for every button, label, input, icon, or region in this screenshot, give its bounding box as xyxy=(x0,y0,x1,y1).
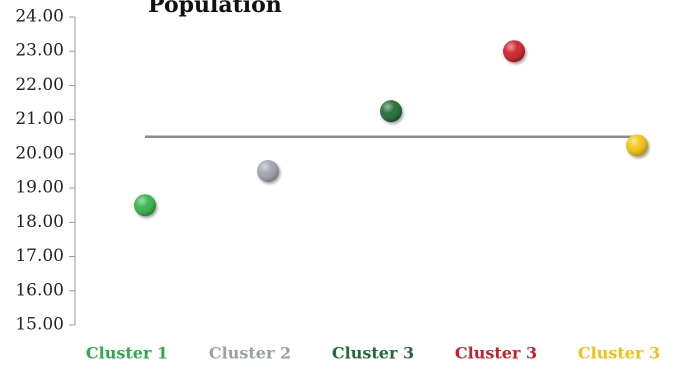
y-tick-label: 18.00 xyxy=(15,212,64,232)
x-category-label: Cluster 3 xyxy=(332,344,414,363)
data-point-highlight xyxy=(257,160,279,182)
x-category-label: Cluster 2 xyxy=(209,344,291,363)
y-tick-label: 21.00 xyxy=(15,109,64,129)
y-tick-label: 24.00 xyxy=(15,7,64,27)
y-tick-label: 16.00 xyxy=(15,280,64,300)
data-point xyxy=(380,100,402,123)
x-category-label: Cluster 3 xyxy=(578,344,660,363)
data-point-highlight xyxy=(134,194,156,217)
y-tick-label: 19.00 xyxy=(15,178,64,198)
data-point xyxy=(134,194,156,217)
x-category-label: Cluster 3 xyxy=(455,344,537,363)
data-point xyxy=(257,160,279,182)
x-category-label: Cluster 1 xyxy=(86,344,168,363)
data-points xyxy=(134,40,648,217)
data-point xyxy=(626,134,648,157)
y-tick-label: 17.00 xyxy=(15,246,64,266)
data-point-highlight xyxy=(626,134,648,157)
data-point xyxy=(503,40,525,63)
y-axis: 15.00 16.00 17.00 18.00 19.00 20.00 21.00 22.00… xyxy=(15,7,76,335)
data-point-highlight xyxy=(380,100,402,123)
data-point-highlight xyxy=(503,40,525,63)
y-tick-label: 23.00 xyxy=(15,41,64,61)
y-tick-label: 22.00 xyxy=(15,75,64,95)
chart-title: Population xyxy=(148,0,282,18)
y-tick-label: 15.00 xyxy=(15,315,64,335)
x-axis-labels: Cluster 1 Cluster 2 Cluster 3 Cluster 3 Clus… xyxy=(86,344,660,363)
y-tick-label: 20.00 xyxy=(15,143,64,163)
